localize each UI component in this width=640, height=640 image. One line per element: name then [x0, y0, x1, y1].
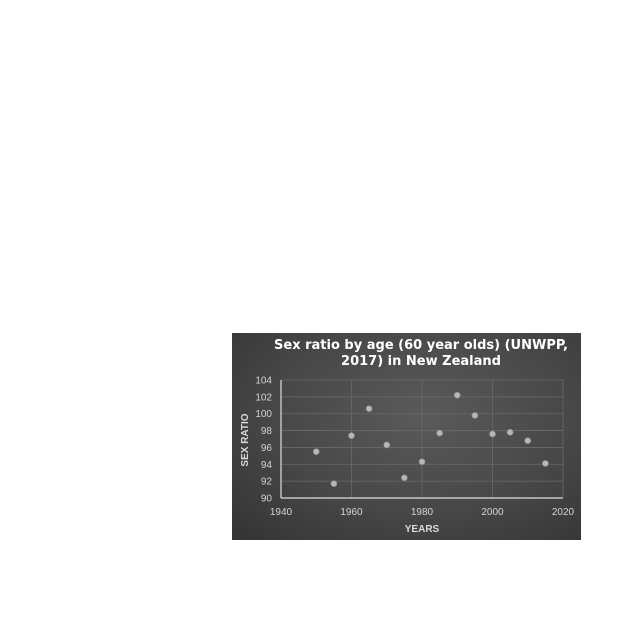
- data-point: [418, 458, 426, 466]
- y-tick-label: 102: [255, 392, 272, 403]
- axes: [280, 380, 563, 499]
- data-point: [348, 432, 355, 439]
- gridlines: [281, 379, 564, 498]
- y-tick-label: 90: [261, 494, 273, 505]
- y-axis-title: SEX RATIO: [240, 413, 251, 466]
- y-tick-label: 98: [261, 426, 273, 437]
- chart-panel: Sex ratio by age (60 year olds) (UNWPP, …: [232, 333, 581, 540]
- x-tick-label: 1940: [270, 507, 293, 518]
- data-point: [489, 430, 496, 438]
- scatter-chart: Sex ratio by age (60 year olds) (UNWPP, …: [240, 338, 575, 535]
- y-tick-label: 104: [255, 376, 272, 387]
- chart-title-line-2: 2017) in New Zealand: [341, 354, 501, 369]
- chart-title-line-1: Sex ratio by age (60 year olds) (UNWPP,: [274, 338, 568, 353]
- y-tick-label: 92: [261, 477, 273, 488]
- data-point: [524, 437, 532, 444]
- data-point: [542, 460, 549, 467]
- x-axis-title: YEARS: [405, 524, 440, 535]
- data-point: [365, 405, 373, 412]
- x-tick-label: 2020: [552, 507, 575, 518]
- y-tick-label: 96: [261, 443, 273, 454]
- data-point: [506, 428, 514, 436]
- data-point: [436, 429, 443, 437]
- data-points: [312, 391, 549, 487]
- x-tick-label: 1980: [411, 507, 434, 518]
- data-point: [383, 441, 391, 449]
- data-point: [330, 480, 338, 487]
- tick-labels: 90 92 94 96 98 100 102 104 1940 1960 1980 2000 2020: [255, 376, 574, 519]
- y-tick-label: 94: [261, 460, 273, 471]
- y-tick-label: 100: [255, 409, 272, 420]
- data-point: [312, 448, 320, 455]
- data-point: [453, 391, 461, 399]
- data-point: [471, 412, 479, 419]
- data-point: [401, 474, 408, 482]
- x-tick-label: 2000: [481, 507, 504, 518]
- x-tick-label: 1960: [340, 507, 363, 518]
